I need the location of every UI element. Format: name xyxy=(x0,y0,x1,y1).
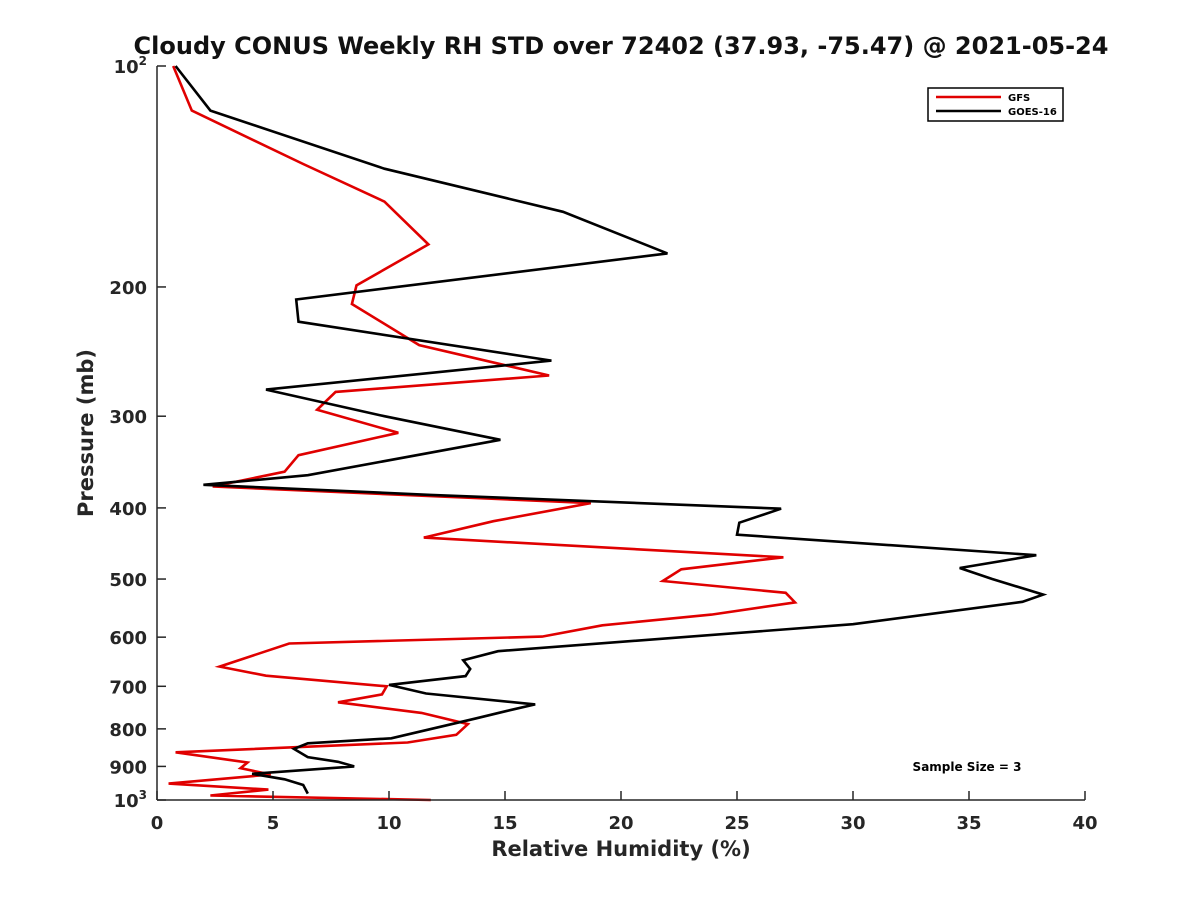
x-tick-label: 20 xyxy=(608,813,633,834)
x-tick-label: 30 xyxy=(840,813,865,834)
legend-entry-label: GFS xyxy=(1008,93,1030,104)
legend: GFS GOES-16 xyxy=(927,87,1064,122)
chart-title: Cloudy CONUS Weekly RH STD over 72402 (3… xyxy=(134,32,1109,60)
y-tick-label: 500 xyxy=(109,570,147,591)
series-line-goes-16 xyxy=(174,65,1048,795)
y-tick-label: 700 xyxy=(109,677,147,698)
x-axis-label: Relative Humidity (%) xyxy=(491,837,750,861)
y-tick-label: 102 xyxy=(114,54,147,78)
series-line-gfs xyxy=(168,65,798,802)
y-tick-label: 103 xyxy=(114,788,147,812)
x-tick-label: 10 xyxy=(376,813,401,834)
y-tick-label: 200 xyxy=(109,278,147,299)
legend-entry-label: GOES-16 xyxy=(1008,107,1057,118)
y-tick-label: 900 xyxy=(109,757,147,778)
x-tick-label: 25 xyxy=(724,813,749,834)
y-tick-label: 800 xyxy=(109,720,147,741)
y-tick-label: 300 xyxy=(109,407,147,428)
x-tick-label: 35 xyxy=(956,813,981,834)
y-tick-label: 400 xyxy=(109,499,147,520)
legend-box xyxy=(927,87,1064,122)
sample-size-annotation: Sample Size = 3 xyxy=(913,760,1022,774)
x-tick-label: 15 xyxy=(492,813,517,834)
x-tick-label: 40 xyxy=(1072,813,1097,834)
x-tick-label: 0 xyxy=(151,813,164,834)
y-axis-label: Pressure (mb) xyxy=(74,349,98,517)
x-tick-label: 5 xyxy=(267,813,280,834)
y-tick-label: 600 xyxy=(109,628,147,649)
